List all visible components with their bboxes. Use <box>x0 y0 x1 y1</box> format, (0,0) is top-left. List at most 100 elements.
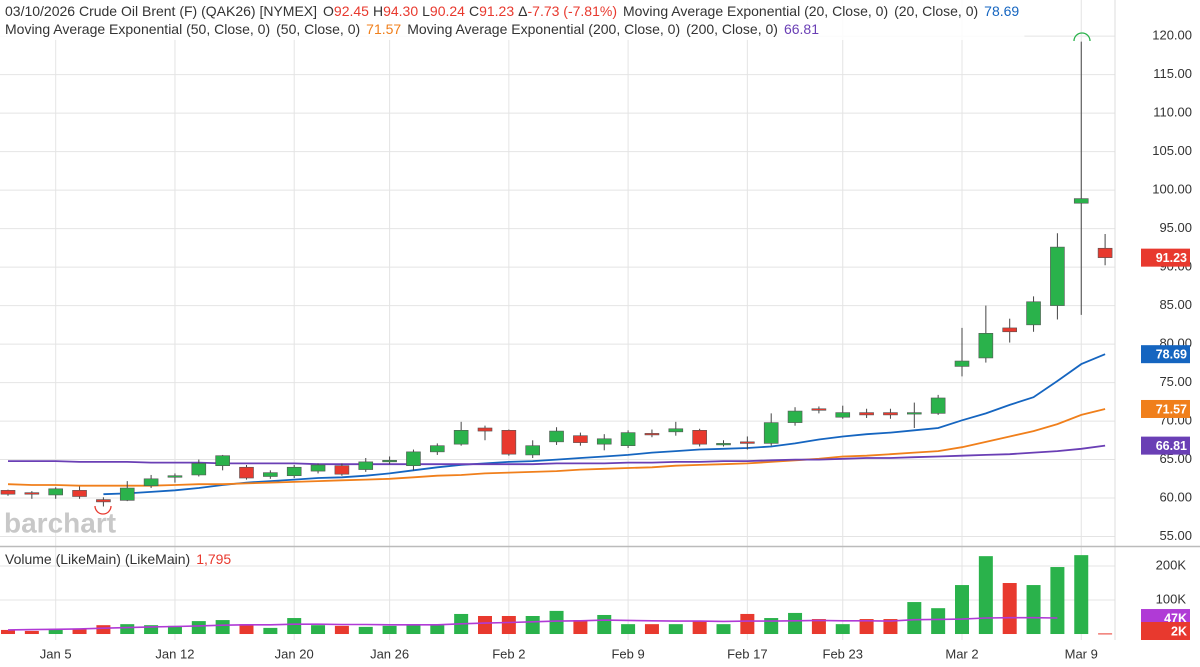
volume-bar <box>692 621 707 635</box>
volume-bar <box>740 613 755 635</box>
candle-body <box>787 410 803 423</box>
y-tick-label: 115.00 <box>1153 66 1192 81</box>
volume-bar <box>48 628 63 635</box>
ohlc-key: C <box>469 3 479 19</box>
volume-bar <box>311 625 326 635</box>
chart-title: 03/10/2026 Crude Oil Brent (F) (QAK26) [… <box>5 3 317 19</box>
ema-value: 71.57 <box>366 21 401 37</box>
ema-marker: 78.69 <box>1156 347 1187 361</box>
y-tick-label: 60.00 <box>1159 489 1192 504</box>
ema-marker-bg <box>1141 399 1190 418</box>
ema-params: (200, Close, 0) <box>686 21 778 37</box>
candle-body <box>96 499 111 503</box>
volume-bar <box>382 625 397 635</box>
y-tick-label: 65.00 <box>1159 451 1192 466</box>
ohlc-value: 92.45 <box>334 3 369 19</box>
ohlc-key: Δ <box>518 3 527 19</box>
candle-body <box>477 427 493 432</box>
x-tick-label: Jan 5 <box>40 646 72 661</box>
volume-bar <box>1050 567 1065 635</box>
watermark: barchart <box>4 507 116 538</box>
y-tick-label: 105.00 <box>1152 143 1192 158</box>
x-tick-label: Jan 20 <box>275 646 314 661</box>
ema-name: Moving Average Exponential (20, Close, 0… <box>623 3 888 19</box>
candle-body <box>143 478 159 487</box>
header-line: Moving Average Exponential (50, Close, 0… <box>5 21 819 37</box>
grid-layer <box>0 0 1116 640</box>
volume-bar <box>1002 583 1017 635</box>
volume-bar <box>406 625 421 635</box>
ema-value: 66.81 <box>784 21 819 37</box>
candle-body <box>883 412 898 416</box>
volume-bar <box>144 625 159 635</box>
volume-bar <box>955 585 969 635</box>
volume-bar <box>334 625 349 635</box>
y-tick-label: 110.00 <box>1153 105 1192 120</box>
ema-name: Moving Average Exponential (200, Close, … <box>407 21 680 37</box>
candle-body <box>239 466 254 479</box>
y-tick-label: 100K <box>1156 591 1187 606</box>
volume-bar <box>239 624 254 635</box>
volume-header: Volume (LikeMain) (LikeMain) 1,795 <box>5 551 231 567</box>
candle-body <box>620 432 636 446</box>
candle-body <box>119 487 135 501</box>
low-marker <box>94 505 112 515</box>
header-layer: 03/10/2026 Crude Oil Brent (F) (QAK26) [… <box>5 2 1020 567</box>
volume-bar <box>764 618 779 635</box>
volume-marker-bg <box>1141 622 1190 640</box>
candle-body <box>310 464 326 472</box>
candle-body <box>72 490 87 497</box>
volume-bar <box>430 625 445 635</box>
volume-bar <box>931 608 946 635</box>
candle-body <box>286 466 302 477</box>
volume-bar <box>1074 555 1089 635</box>
x-tick-label: Mar 2 <box>945 646 978 661</box>
candle-body <box>978 333 994 359</box>
ohlc-key: H <box>373 3 383 19</box>
header-line: 03/10/2026 Crude Oil Brent (F) (QAK26) [… <box>5 3 1019 19</box>
volume-bar <box>644 624 659 635</box>
price-marker: 91.23 <box>1156 251 1187 265</box>
ema-params: (20, Close, 0) <box>894 3 978 19</box>
marks-layer <box>0 41 1113 635</box>
candle-body <box>859 412 874 416</box>
volume-bar <box>573 620 588 635</box>
price-marker-bg <box>1141 248 1190 267</box>
ema-value: 78.69 <box>984 3 1019 19</box>
candle-body <box>263 472 278 477</box>
y-tick-label: 100.00 <box>1152 182 1192 197</box>
y-tick-label: 95.00 <box>1159 220 1192 235</box>
volume-bar <box>478 615 492 635</box>
candle-body <box>596 438 612 445</box>
volume-marker: 2K <box>1171 624 1187 638</box>
candle-body <box>906 412 922 415</box>
ema-line <box>8 444 1106 466</box>
x-tick-label: Mar 9 <box>1065 646 1098 661</box>
x-tick-label: Jan 26 <box>370 646 409 661</box>
volume-ma-marker: 47K <box>1164 611 1187 625</box>
volume-title: Volume (LikeMain) (LikeMain) <box>5 551 190 567</box>
candle-body <box>215 455 230 467</box>
ema-line <box>7 408 1106 487</box>
volume-bar <box>978 556 993 635</box>
volume-bar <box>501 615 516 635</box>
y-tick-label: 55.00 <box>1159 528 1192 543</box>
volume-bar <box>549 610 564 635</box>
volume-bar <box>668 624 683 635</box>
x-tick-label: Feb 9 <box>611 646 644 661</box>
y-tick-label: 200K <box>1156 557 1187 572</box>
candle-body <box>406 451 421 467</box>
x-tick-label: Feb 17 <box>727 646 767 661</box>
volume-bar <box>859 619 874 635</box>
volume-bar <box>525 615 540 635</box>
volume-bar <box>263 627 278 635</box>
y-tick-label: 120.00 <box>1152 28 1192 43</box>
volume-bar <box>788 612 803 635</box>
ohlc-value: -7.73 (-7.81%) <box>528 3 617 19</box>
candle-body <box>358 461 374 470</box>
candle-body <box>811 408 827 411</box>
y-tick-label: 85.00 <box>1159 297 1192 312</box>
candle-body <box>1026 301 1041 326</box>
volume-last: 1,795 <box>196 551 231 567</box>
